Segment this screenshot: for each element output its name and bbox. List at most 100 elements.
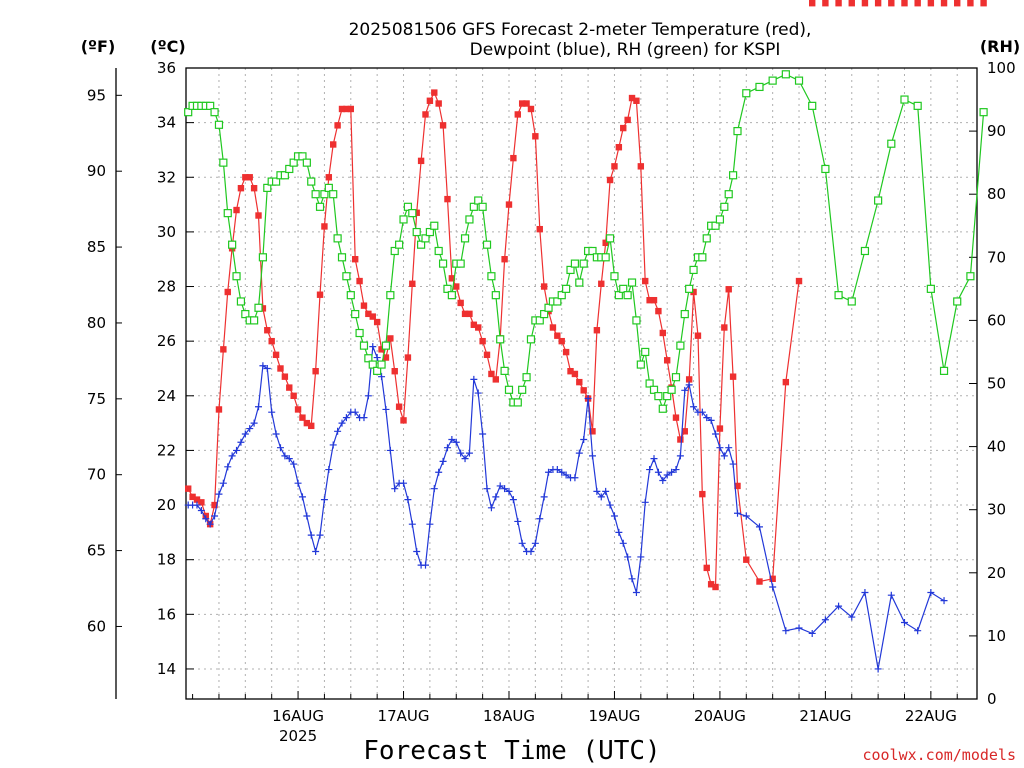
temperature-point <box>523 100 530 107</box>
temperature-point <box>439 122 447 129</box>
rh-point <box>236 297 246 306</box>
temperature-point <box>510 154 517 162</box>
dewpoint-point <box>509 496 517 504</box>
rh-point <box>566 265 575 275</box>
dewpoint-point <box>259 362 267 370</box>
temperature-point <box>782 378 790 386</box>
dewpoint-point <box>237 438 245 446</box>
temperature-point <box>479 337 486 345</box>
rh-point <box>680 309 689 319</box>
temperature-point <box>518 100 526 107</box>
rh-tick-label: 20 <box>987 564 1006 582</box>
dewpoint-point <box>720 452 728 460</box>
temperature-point <box>598 280 605 287</box>
dewpoint-point <box>650 455 658 463</box>
chart-title: 2025081506 GFS Forecast 2-meter Temperat… <box>349 20 812 40</box>
dewpoint-point <box>782 627 790 635</box>
rh-point <box>966 272 975 281</box>
temperature-point <box>286 384 293 391</box>
temperature-point <box>272 351 280 359</box>
rh-point <box>241 309 250 319</box>
rh-tick-label: 0 <box>987 690 997 708</box>
dewpoint-point <box>443 444 451 452</box>
dewpoint-point <box>430 485 438 493</box>
dewpoint-point <box>268 408 276 416</box>
temperature-series <box>184 0 987 591</box>
dewpoint-point <box>215 490 223 498</box>
rh-point <box>311 190 320 199</box>
rh-point <box>715 215 725 224</box>
dewpoint-point <box>795 624 803 632</box>
rh-point <box>430 221 439 230</box>
temperature-point <box>650 296 658 304</box>
dewpoint-point <box>474 389 482 397</box>
dewpoint-point <box>272 430 280 438</box>
rh-point <box>658 404 667 413</box>
dewpoint-point <box>580 435 588 443</box>
dewpoint-point <box>435 468 443 476</box>
rh-point <box>425 227 434 237</box>
fahrenheit-unit-label: (ºF) <box>81 37 116 56</box>
temperature-point <box>663 357 671 364</box>
temperature-point <box>184 485 192 492</box>
temperature-point <box>409 280 416 287</box>
rh-point <box>645 379 654 388</box>
rh-point <box>421 234 430 243</box>
rh-point <box>355 328 364 338</box>
dewpoint-point <box>755 523 763 531</box>
rh-point <box>206 101 215 110</box>
rh-point <box>258 253 268 262</box>
dewpoint-point <box>413 547 421 555</box>
temperature-point <box>290 392 297 399</box>
rh-tick-label: 40 <box>987 438 1006 456</box>
rh-point <box>860 246 870 256</box>
rh-point <box>478 202 487 211</box>
rh-point <box>333 234 342 243</box>
rh-point <box>579 259 588 268</box>
dewpoint-point <box>483 485 491 493</box>
fahrenheit-tick-label: 85 <box>87 238 106 256</box>
data-series <box>184 0 988 673</box>
tick-labels: 16AUG 2025 17AUG 18AUG 19AUG 20AUG 21AUG 22AUG 1… <box>87 59 1016 745</box>
rh-point <box>447 291 456 300</box>
rh-point <box>702 234 711 243</box>
temperature-point <box>387 335 394 342</box>
x-tick-label: 20AUG <box>694 707 746 725</box>
temperature-point <box>633 97 640 104</box>
rh-tick-label: 10 <box>987 627 1006 645</box>
temperature-point <box>527 105 535 113</box>
rh-point <box>232 272 241 281</box>
temperature-point <box>233 206 240 214</box>
x-tick-label: 17AUG <box>378 707 430 725</box>
temperature-point <box>681 428 688 435</box>
dewpoint-point <box>325 466 333 474</box>
dewpoint-line <box>188 346 945 670</box>
rh-point <box>487 272 496 281</box>
dewpoint-point <box>606 501 614 509</box>
rh-point <box>403 202 413 211</box>
temperature-point <box>514 111 521 118</box>
dewpoint-point <box>276 444 284 452</box>
rh-point <box>298 152 307 161</box>
dewpoint-point <box>654 468 662 476</box>
dewpoint-point <box>496 482 504 490</box>
temperature-point <box>606 176 614 184</box>
temperature-point <box>277 365 284 372</box>
celsius-tick-label: 26 <box>157 332 176 350</box>
temperature-point <box>677 436 684 443</box>
fahrenheit-tick-label: 75 <box>87 390 106 408</box>
dewpoint-point <box>426 520 434 528</box>
temperature-point <box>466 310 473 318</box>
dewpoint-point <box>382 405 390 413</box>
rh-unit-label: (RH) <box>980 37 1020 56</box>
rh-point <box>733 126 742 136</box>
temperature-point <box>756 578 763 585</box>
rh-tick-label: 90 <box>987 122 1006 140</box>
temperature-point <box>615 144 623 151</box>
rh-point <box>184 108 193 117</box>
temperature-point <box>369 313 376 320</box>
dewpoint-point <box>197 507 205 515</box>
temperature-point <box>356 277 363 285</box>
rh-point <box>491 291 500 300</box>
dewpoint-point <box>769 583 777 591</box>
